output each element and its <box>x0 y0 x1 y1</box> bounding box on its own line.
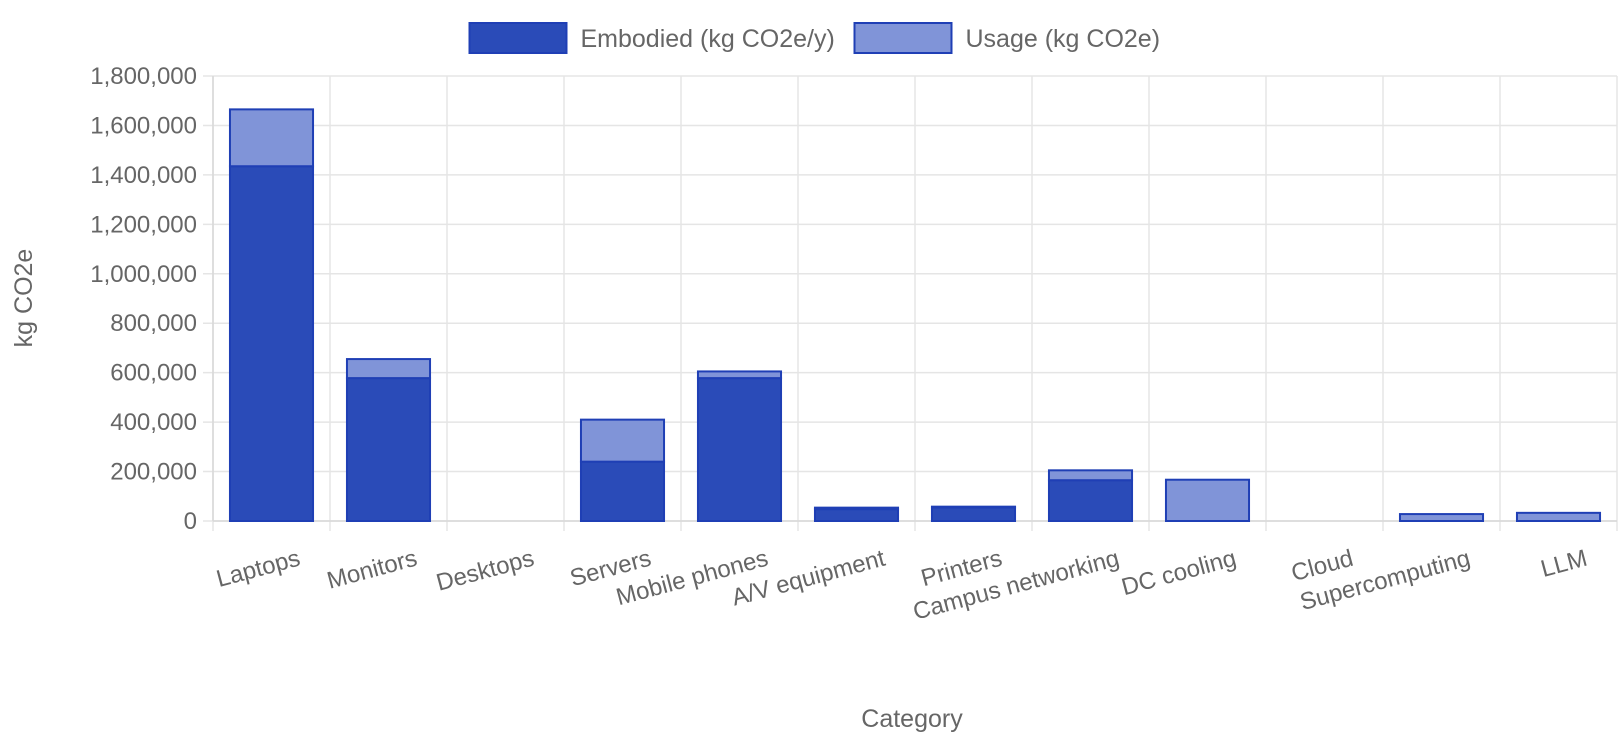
y-tick-label: 1,000,000 <box>90 261 197 288</box>
bar-embodied <box>345 377 432 522</box>
y-tick-label: 800,000 <box>110 310 197 337</box>
bar-embodied <box>813 508 900 522</box>
x-tick-label: LLM <box>1538 545 1590 583</box>
bar-usage <box>579 418 666 463</box>
bar-usage <box>813 506 900 511</box>
bar-usage <box>228 108 315 168</box>
y-tick-label: 0 <box>184 508 197 535</box>
chart-grid <box>203 75 1618 531</box>
bar-usage <box>1398 513 1485 522</box>
legend-label-embodied: Embodied (kg CO2e/y) <box>581 25 835 53</box>
x-tick-label: Desktops <box>433 545 537 597</box>
bar-usage <box>1047 469 1134 482</box>
legend-swatch-embodied <box>468 22 568 54</box>
x-tick-label: Laptops <box>214 545 303 593</box>
x-axis-title: Category <box>861 705 963 733</box>
bar-embodied <box>696 377 783 522</box>
y-tick-label: 200,000 <box>110 459 197 486</box>
x-tick-label: DC cooling <box>1119 545 1239 601</box>
bar-embodied <box>579 460 666 522</box>
bar-usage <box>1515 511 1602 523</box>
legend-label-usage: Usage (kg CO2e) <box>966 25 1161 53</box>
y-axis-title: kg CO2e <box>10 249 38 348</box>
y-tick-label: 400,000 <box>110 409 197 436</box>
y-tick-label: 1,600,000 <box>90 112 197 139</box>
y-axis: 0 200,000 400,000 600,000 800,000 1,000,000 1,… <box>90 63 197 535</box>
chart-legend: Embodied (kg CO2e/y) Usage (kg CO2e) <box>468 22 1161 54</box>
y-tick-label: 1,800,000 <box>90 63 197 90</box>
bar-embodied <box>1047 479 1134 523</box>
bar-usage <box>696 370 783 380</box>
y-tick-label: 1,400,000 <box>90 162 197 189</box>
y-tick-label: 1,200,000 <box>90 211 197 238</box>
bar-embodied <box>228 165 315 522</box>
y-tick-label: 600,000 <box>110 360 197 387</box>
legend-swatch-usage <box>853 22 953 54</box>
bar-usage <box>930 505 1017 509</box>
x-tick-label: Monitors <box>324 545 420 595</box>
bar-usage <box>1164 478 1251 523</box>
bar-embodied <box>930 506 1017 522</box>
bar-usage <box>345 358 432 380</box>
chart-bars <box>228 108 1602 523</box>
